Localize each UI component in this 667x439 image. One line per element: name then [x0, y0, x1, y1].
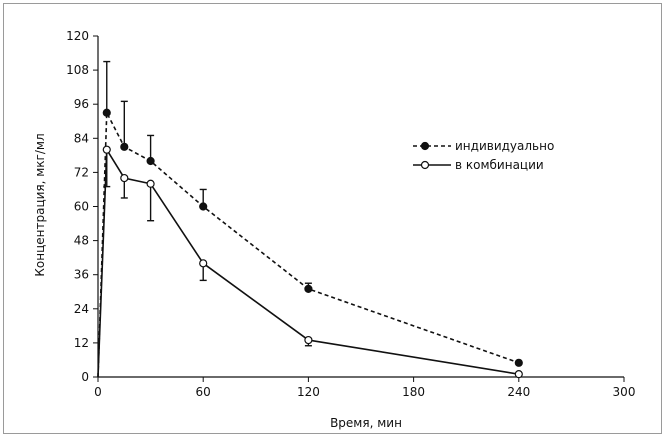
data-point-combined	[121, 175, 128, 182]
data-point-combined	[147, 180, 154, 187]
y-tick-label: 24	[74, 302, 89, 316]
y-tick-label: 72	[74, 165, 89, 179]
data-point-individual	[121, 143, 128, 150]
series-layer	[98, 62, 522, 378]
y-tick-label: 84	[74, 131, 89, 145]
y-tick-label: 48	[74, 234, 89, 248]
legend-label-individual: индивидуально	[455, 139, 554, 153]
legend-marker-individual	[422, 143, 429, 150]
y-tick-label: 96	[74, 97, 89, 111]
data-point-combined	[200, 260, 207, 267]
x-tick-label: 120	[297, 385, 320, 399]
data-point-individual	[147, 158, 154, 165]
y-tick-label: 0	[81, 370, 89, 384]
y-tick-label: 108	[66, 63, 89, 77]
legend-marker-combined	[422, 162, 429, 169]
data-point-combined	[305, 337, 312, 344]
data-point-individual	[200, 203, 207, 210]
x-tick-label: 180	[402, 385, 425, 399]
y-tick-label: 12	[74, 336, 89, 350]
legend-label-combined: в комбинации	[455, 158, 544, 172]
x-tick-label: 60	[196, 385, 211, 399]
x-axis-title: Время, мин	[330, 416, 402, 430]
x-tick-label: 300	[613, 385, 636, 399]
y-tick-label: 60	[74, 200, 89, 214]
data-point-individual	[515, 359, 522, 366]
legend: индивидуально в комбинации	[413, 139, 554, 172]
x-tick-label: 0	[94, 385, 102, 399]
data-point-individual	[305, 285, 312, 292]
data-point-individual	[103, 109, 110, 116]
y-tick-label: 120	[66, 29, 89, 43]
axes-layer: 0 12 24 36 48 60 72 84 96 108 120 0 60 120 180 240 300	[66, 29, 635, 399]
y-axis-title: Концентрация, мкг/мл	[33, 133, 47, 276]
data-point-combined	[103, 146, 110, 153]
x-tick-label: 240	[507, 385, 530, 399]
y-tick-label: 36	[74, 268, 89, 282]
data-point-combined	[515, 371, 522, 378]
